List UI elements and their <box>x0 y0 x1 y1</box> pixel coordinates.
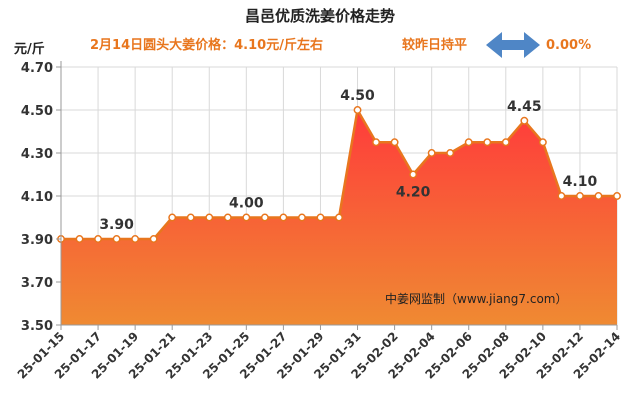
data-point <box>520 116 529 125</box>
data-point <box>483 138 492 147</box>
data-labels: 3.90 4.00 4.50 4.20 4.45 4.10 <box>99 88 597 233</box>
data-point <box>149 235 158 243</box>
chart-title: 昌邑优质洗姜价格走势 <box>245 7 395 25</box>
data-point <box>464 138 473 147</box>
data-label: 4.20 <box>396 185 431 201</box>
data-point <box>205 213 214 222</box>
data-point <box>94 235 103 243</box>
compare-label: 较昨日持平 <box>402 37 467 53</box>
data-label: 4.45 <box>507 99 542 115</box>
data-point <box>353 106 362 114</box>
y-tick-label: 3.90 <box>21 233 53 248</box>
data-point <box>501 138 510 147</box>
data-point <box>390 138 399 147</box>
data-point <box>594 192 603 200</box>
data-point <box>446 149 455 157</box>
data-point <box>260 213 269 222</box>
y-tick-label: 4.10 <box>21 190 53 205</box>
data-point <box>316 213 325 222</box>
x-tick-labels: 25-01-1525-01-1725-01-1925-01-2125-01-23… <box>15 325 623 382</box>
double-arrow-icon <box>486 32 540 58</box>
data-points <box>57 106 621 243</box>
data-point <box>131 235 140 243</box>
y-tick-label: 3.70 <box>21 276 53 291</box>
data-point <box>409 170 418 179</box>
data-point <box>279 213 288 222</box>
y-tick-label: 3.50 <box>21 319 53 334</box>
data-point <box>75 235 84 243</box>
y-unit-label: 元/斤 <box>14 41 45 57</box>
data-label: 4.50 <box>340 88 375 104</box>
compare-value: 0.00% <box>546 38 591 53</box>
data-point <box>538 138 547 147</box>
y-tick-labels: 3.50 3.70 3.90 4.10 4.30 4.50 4.70 <box>21 61 61 334</box>
data-point <box>242 213 251 222</box>
data-point <box>427 149 436 157</box>
data-point <box>223 213 232 222</box>
data-label: 3.90 <box>99 217 134 233</box>
data-point <box>186 213 195 222</box>
price-note: 2月14日圆头大姜价格：4.10元/斤左右 <box>90 37 323 53</box>
data-point <box>372 138 381 147</box>
axes <box>60 61 617 326</box>
y-tick-label: 4.70 <box>21 61 53 76</box>
data-point <box>613 192 621 200</box>
data-label: 4.00 <box>229 196 264 212</box>
y-tick-label: 4.50 <box>21 104 53 119</box>
data-point <box>112 235 121 243</box>
data-point <box>297 213 306 222</box>
y-tick-label: 4.30 <box>21 147 53 162</box>
data-point <box>168 213 177 222</box>
data-point <box>575 192 584 200</box>
watermark: 中姜网监制（www.jiang7.com） <box>385 291 567 306</box>
data-point <box>557 192 566 200</box>
data-label: 4.10 <box>563 174 598 190</box>
data-point <box>335 213 343 222</box>
